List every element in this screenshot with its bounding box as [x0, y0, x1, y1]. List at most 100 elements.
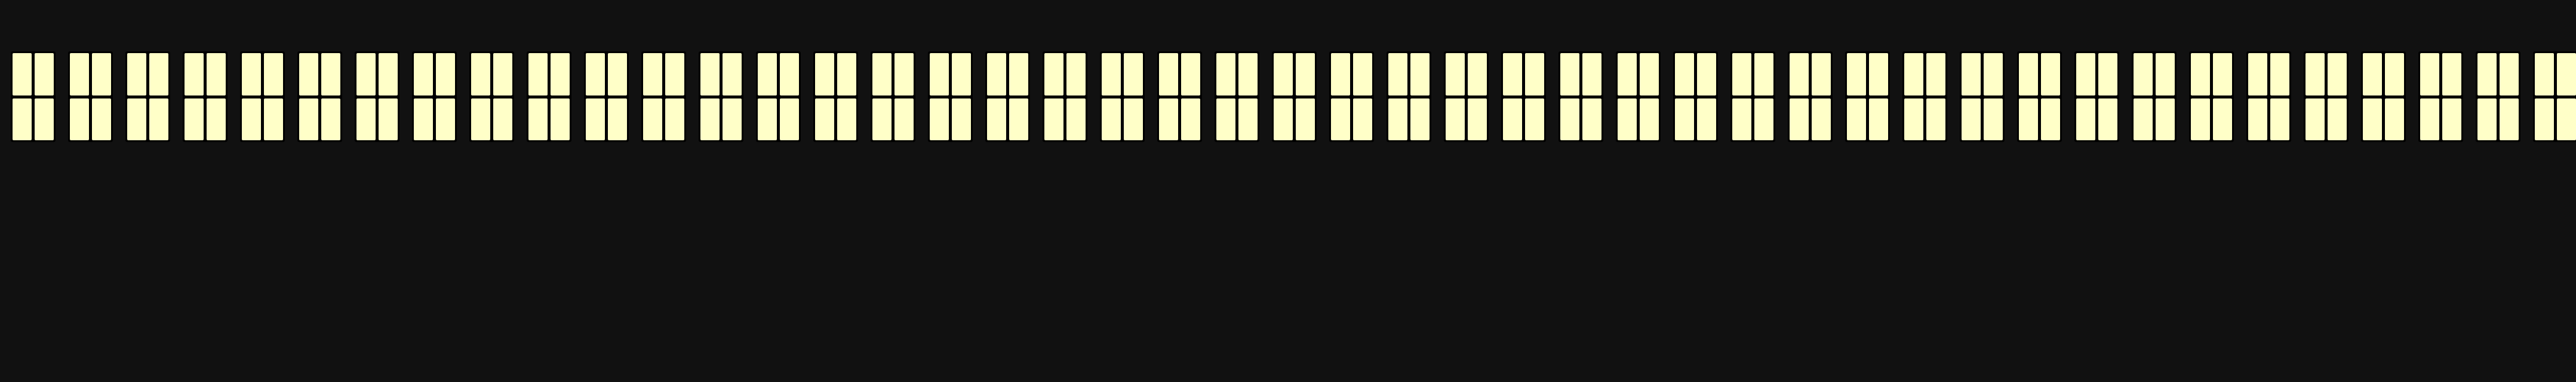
window-icon [2074, 51, 2119, 142]
window-pane [1904, 53, 1923, 96]
window-pane [321, 98, 340, 140]
window-pane [1926, 53, 1945, 96]
window-pane [1410, 53, 1430, 96]
window-icon [125, 51, 170, 142]
window-pane [1410, 98, 1430, 140]
window-pane [1353, 53, 1372, 96]
window-pane [414, 98, 433, 140]
window-pane [1675, 98, 1694, 140]
window-pane [872, 53, 892, 96]
window-pane [1847, 98, 1866, 140]
window-pane [436, 98, 455, 140]
window-pane [723, 98, 742, 140]
window-icon [297, 51, 342, 142]
window-pane [987, 98, 1006, 140]
window-icon [1902, 51, 1947, 142]
window-pane [837, 98, 856, 140]
window-icon [2189, 51, 2234, 142]
window-pane [930, 53, 949, 96]
window-pane [1216, 53, 1235, 96]
window-pane [1296, 53, 1315, 96]
window-icon [928, 51, 973, 142]
window-pane [299, 98, 318, 140]
window-pane [356, 53, 376, 96]
window-pane [1962, 98, 1981, 140]
window-pane [1468, 98, 1487, 140]
window-pane [1582, 53, 1601, 96]
window-pane [1274, 53, 1293, 96]
window-icon [871, 51, 915, 142]
window-pane [185, 98, 204, 140]
window-pane [930, 98, 949, 140]
window-pane [665, 53, 684, 96]
window-pane [1754, 98, 1773, 140]
window-pane [2191, 53, 2210, 96]
window-pane [321, 53, 340, 96]
window-pane [2442, 98, 2461, 140]
window-pane [1009, 98, 1028, 140]
window-pane [815, 98, 834, 140]
window-pane [149, 98, 168, 140]
window-icon [1788, 51, 1833, 142]
window-pane [1675, 53, 1694, 96]
window-pane [436, 53, 455, 96]
window-pane [35, 53, 54, 96]
window-pane [1181, 53, 1200, 96]
window-pane [872, 98, 892, 140]
window-icon [11, 51, 56, 142]
window-pane [264, 98, 283, 140]
window-pane [780, 98, 799, 140]
window-pane [264, 53, 283, 96]
window-icon [985, 51, 1030, 142]
window-icon [1272, 51, 1317, 142]
window-pane [894, 98, 914, 140]
window-pane [1238, 53, 1258, 96]
window-icon [240, 51, 285, 142]
window-pane [1296, 98, 1315, 140]
window-pane [1697, 98, 1716, 140]
window-pane [2442, 53, 2461, 96]
window-pane [1238, 98, 1258, 140]
window-icon [2476, 51, 2520, 142]
window-pane [1159, 53, 1178, 96]
window-pane [723, 53, 742, 96]
window-icon [1501, 51, 1546, 142]
window-pane [1181, 98, 1200, 140]
window-pane [2363, 98, 2382, 140]
window-pane [1446, 53, 1465, 96]
window-icon [1444, 51, 1489, 142]
window-pane [2270, 53, 2289, 96]
window-pane [1640, 98, 1659, 140]
window-pane [1124, 98, 1143, 140]
window-icon [2533, 51, 2576, 142]
window-icon [756, 51, 801, 142]
window-pane [665, 98, 684, 140]
window-pane [1468, 53, 1487, 96]
window-icon [527, 51, 571, 142]
window-pane [1984, 53, 2003, 96]
window-pane [2477, 98, 2497, 140]
window-pane [2306, 53, 2325, 96]
window-pane [127, 53, 146, 96]
window-icon [2361, 51, 2406, 142]
window-pane [815, 53, 834, 96]
window-pane [952, 98, 971, 140]
window-pane [2363, 53, 2382, 96]
window-icon [1960, 51, 2005, 142]
window-pane [13, 98, 32, 140]
window-icon [699, 51, 743, 142]
window-pane [2477, 53, 2497, 96]
window-pane [356, 98, 376, 140]
window-pane [414, 53, 433, 96]
window-pane [2156, 53, 2175, 96]
window-pane [1869, 53, 1888, 96]
window-icon [813, 51, 858, 142]
window-icon-row [11, 51, 2576, 143]
window-pane [70, 53, 89, 96]
window-pane [586, 98, 605, 140]
window-pane [1618, 53, 1637, 96]
window-icon [2132, 51, 2177, 142]
window-pane [1790, 98, 1809, 140]
window-icon [1387, 51, 1431, 142]
